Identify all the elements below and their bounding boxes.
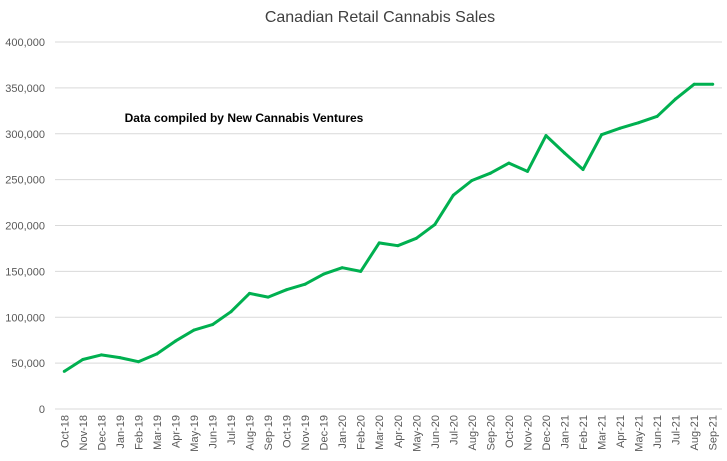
x-tick-label: Aug-19 [245,415,257,450]
x-tick-label: Nov-18 [78,415,90,450]
x-tick-label: Aug-20 [467,415,479,450]
x-tick-label: Oct-18 [59,415,71,448]
x-tick-label: May-21 [634,415,646,452]
data-point [618,126,622,130]
y-tick-label: 100,000 [5,312,45,324]
x-tick-label: Jul-19 [226,415,238,445]
x-tick-label: May-19 [189,415,201,452]
data-point [544,134,548,138]
y-tick-label: 200,000 [5,221,45,233]
x-tick-label: Oct-19 [282,415,294,448]
x-tick-label: Nov-20 [522,415,534,450]
x-tick-label: Jun-21 [652,415,664,449]
data-point [488,171,492,175]
data-point [414,236,418,240]
y-tick-label: 0 [39,404,45,416]
data-point [507,161,511,165]
x-tick-label: Jul-21 [671,415,683,445]
data-point [637,121,641,125]
chart-title: Canadian Retail Cannabis Sales [265,9,495,26]
data-point [525,169,529,173]
x-tick-label: Mar-19 [152,415,164,450]
data-point [396,244,400,248]
data-point [118,356,122,360]
data-point [303,282,307,286]
x-tick-label: Dec-20 [541,415,553,450]
y-tick-label: 350,000 [5,83,45,95]
data-point [248,291,252,295]
x-tick-label: Apr-21 [615,415,627,448]
data-point [563,151,567,155]
y-tick-label: 150,000 [5,266,45,278]
x-tick-label: Apr-19 [170,415,182,448]
data-point [340,266,344,270]
x-tick-label: Nov-19 [300,415,312,450]
data-point [451,193,455,197]
data-point [173,339,177,343]
x-tick-label: Jan-21 [560,415,572,449]
data-point [377,241,381,245]
data-point [655,114,659,118]
y-tick-label: 300,000 [5,129,45,141]
series-line-sales [63,82,713,373]
y-tick-label: 400,000 [5,37,45,49]
x-tick-label: Feb-21 [578,415,590,450]
x-tick-label: Sep-21 [708,415,720,450]
data-point [155,352,159,356]
data-point [81,357,85,361]
data-point [62,369,66,373]
x-tick-label: Jan-20 [337,415,349,449]
x-tick-label: Oct-20 [504,415,516,448]
data-point [229,310,233,314]
x-tick-label: Mar-21 [597,415,609,450]
x-tick-label: Sep-19 [263,415,275,450]
x-tick-label: Sep-20 [485,415,497,450]
x-tick-label: Aug-21 [689,415,701,450]
data-point [674,97,678,101]
x-tick-label: Feb-20 [356,415,368,450]
x-tick-label: Feb-19 [133,415,145,450]
x-tick-label: Jan-19 [115,415,127,449]
y-tick-label: 250,000 [5,175,45,187]
x-tick-label: Mar-20 [374,415,386,450]
data-point [581,168,585,172]
data-point [692,82,696,86]
x-tick-label: Jul-20 [448,415,460,445]
x-tick-label: Apr-20 [393,415,405,448]
data-point [285,288,289,292]
chart-annotation: Data compiled by New Cannabis Ventures [125,111,364,125]
data-point [711,82,715,86]
y-tick-label: 50,000 [11,358,45,370]
data-point [266,295,270,299]
data-point [433,223,437,227]
x-tick-label: Jun-19 [207,415,219,449]
x-tick-label: Dec-18 [96,415,108,450]
data-point [210,323,214,327]
data-point [192,328,196,332]
x-tick-label: Dec-19 [319,415,331,450]
data-point [99,353,103,357]
data-point [470,179,474,183]
x-tick-label: Jun-20 [430,415,442,449]
data-point [600,133,604,137]
data-point [322,272,326,276]
data-point [359,269,363,273]
x-tick-label: May-20 [411,415,423,452]
data-point [136,360,140,364]
